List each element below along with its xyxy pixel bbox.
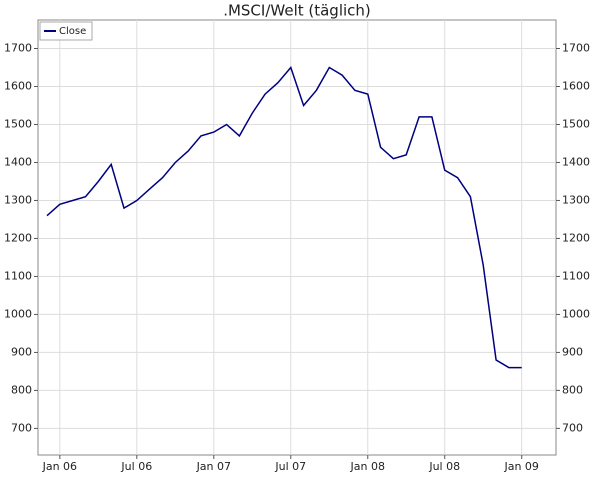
y2-tick-label: 1200 xyxy=(562,231,590,244)
y2-tick-label: 1500 xyxy=(562,117,590,130)
x-tick-label: Jul 08 xyxy=(428,460,460,473)
y2-tick-label: 1400 xyxy=(562,155,590,168)
y2-tick-label: 900 xyxy=(562,345,583,358)
y-tick-label: 1600 xyxy=(4,79,32,92)
y2-tick-label: 1300 xyxy=(562,193,590,206)
y2-tick-label: 1600 xyxy=(562,79,590,92)
y2-tick-label: 1700 xyxy=(562,41,590,54)
y-tick-label: 1500 xyxy=(4,117,32,130)
y2-tick-label: 700 xyxy=(562,421,583,434)
y-tick-label: 1400 xyxy=(4,155,32,168)
legend-box xyxy=(39,21,93,41)
y-tick-label: 1700 xyxy=(4,41,32,54)
x-tick-label: Jan 07 xyxy=(196,460,231,473)
y2-tick-label: 1000 xyxy=(562,307,590,320)
y-tick-label: 1100 xyxy=(4,269,32,282)
plot-frame xyxy=(37,19,557,456)
y2-tick-label: 1100 xyxy=(562,269,590,282)
x-tick-label: Jan 06 xyxy=(42,460,77,473)
x-tick-label: Jul 07 xyxy=(274,460,306,473)
x-tick-label: Jan 09 xyxy=(503,460,538,473)
y-tick-label: 1000 xyxy=(4,307,32,320)
x-tick-label: Jul 06 xyxy=(120,460,152,473)
x-tick-label: Jan 08 xyxy=(350,460,385,473)
y-tick-label: 900 xyxy=(11,345,32,358)
y-tick-label: 800 xyxy=(11,383,32,396)
legend-label: Close xyxy=(59,26,86,37)
chart-title: .MSCI/Welt (täglich) xyxy=(223,2,371,20)
y-tick-label: 700 xyxy=(11,421,32,434)
y-tick-label: 1200 xyxy=(4,231,32,244)
y2-tick-label: 800 xyxy=(562,383,583,396)
y-tick-label: 1300 xyxy=(4,193,32,206)
line-series xyxy=(46,66,522,369)
